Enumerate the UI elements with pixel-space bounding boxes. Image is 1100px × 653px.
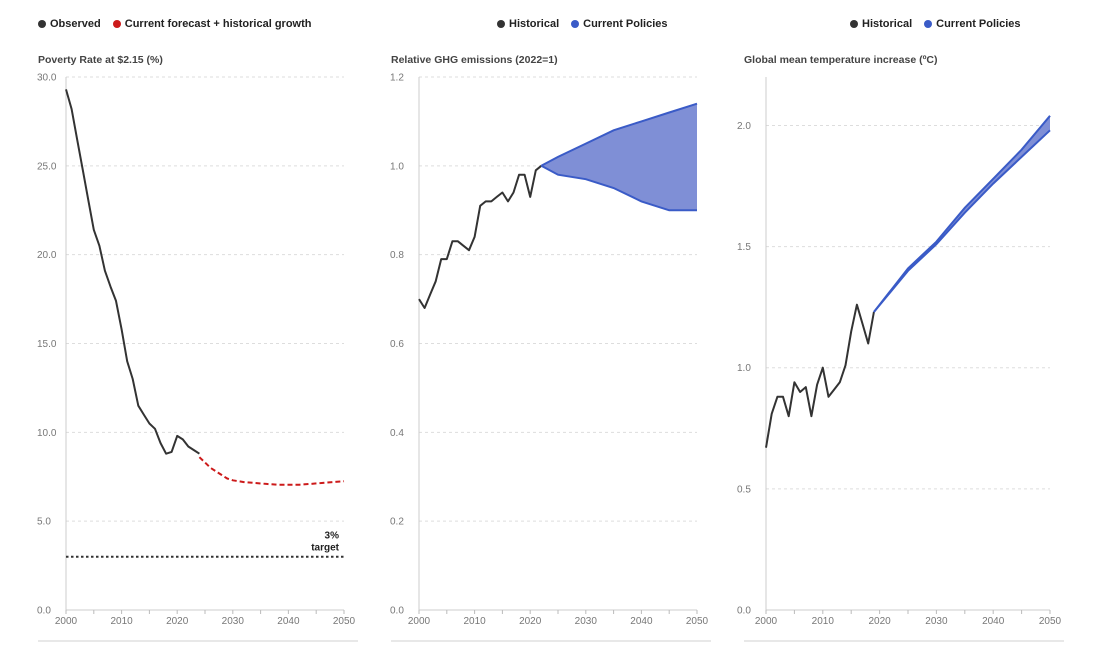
y-tick-label: 0.0 — [37, 606, 51, 617]
legend-label: Current Policies — [583, 18, 668, 30]
legend-item-historical: Historical — [850, 18, 912, 30]
x-tick-label: 2000 — [408, 616, 431, 627]
x-tick-label: 2050 — [686, 616, 709, 627]
y-tick-label: 0.5 — [737, 484, 751, 495]
y-tick-label: 15.0 — [37, 339, 57, 350]
series-band-lower-line — [873, 129, 1051, 313]
x-tick-label: 2010 — [110, 616, 133, 627]
x-tick-label: 2000 — [755, 616, 778, 627]
y-tick-label: 1.0 — [737, 363, 751, 374]
y-tick-label: 30.0 — [37, 73, 57, 84]
x-tick-label: 2040 — [982, 616, 1005, 627]
legend-swatch — [850, 20, 858, 28]
x-tick-label: 2020 — [868, 616, 891, 627]
legend-item-forecast: Current forecast + historical growth — [112, 18, 312, 30]
y-tick-label: 1.2 — [390, 73, 404, 84]
x-tick-label: 2030 — [222, 616, 245, 627]
series-line — [765, 303, 875, 448]
y-tick-label: 0.4 — [390, 428, 404, 439]
y-tick-label: 25.0 — [37, 161, 57, 172]
y-tick-label: 0.2 — [390, 517, 404, 528]
legend-label: Historical — [509, 18, 560, 30]
legend-swatch — [924, 20, 933, 28]
y-tick-label: 0.0 — [737, 606, 751, 617]
legend: Observed Current forecast + historical g… — [38, 18, 311, 30]
legend-label: Current forecast + historical growth — [124, 18, 312, 30]
x-tick-label: 2050 — [1039, 616, 1062, 627]
legend-swatch — [571, 20, 580, 28]
y-tick-label: 0.0 — [390, 606, 404, 617]
x-tick-label: 2040 — [630, 616, 653, 627]
series-band-upper-line — [540, 102, 698, 167]
y-tick-label: 1.5 — [737, 242, 751, 253]
series-band-lower-line — [540, 164, 697, 212]
annotation-label: 3% — [325, 531, 340, 542]
legend-item-current-policies: Current Policies — [924, 18, 1021, 30]
series-line — [198, 456, 345, 486]
y-tick-label: 5.0 — [37, 517, 51, 528]
x-tick-label: 2000 — [55, 616, 78, 627]
legend-item-observed: Observed — [38, 18, 101, 30]
x-tick-label: 2050 — [333, 616, 356, 627]
y-tick-label: 10.0 — [37, 428, 57, 439]
y-tick-label: 0.8 — [390, 250, 404, 261]
x-tick-label: 2040 — [277, 616, 300, 627]
legend: Historical Current Policies — [850, 18, 1021, 30]
legend-label: Observed — [50, 18, 101, 30]
y-tick-label: 20.0 — [37, 250, 57, 261]
series-line — [65, 89, 200, 455]
annotation-label: target — [311, 543, 339, 554]
series-band-area — [873, 115, 1050, 312]
series-band-upper-line — [873, 115, 1051, 313]
x-tick-label: 2010 — [463, 616, 486, 627]
series-line — [418, 165, 542, 309]
x-tick-label: 2020 — [166, 616, 189, 627]
chart-title: Global mean temperature increase (ºC) — [744, 54, 938, 66]
chart-title: Poverty Rate at $2.15 (%) — [38, 54, 163, 66]
chart-title: Relative GHG emissions (2022=1) — [391, 54, 558, 66]
legend-label: Historical — [862, 18, 913, 30]
y-tick-label: 2.0 — [737, 121, 751, 132]
legend: Historical Current Policies — [497, 18, 668, 30]
legend-item-historical: Historical — [497, 18, 559, 30]
legend-label: Current Policies — [936, 18, 1021, 30]
x-tick-label: 2030 — [925, 616, 948, 627]
legend-item-current-policies: Current Policies — [571, 18, 668, 30]
series-band-area — [541, 103, 697, 211]
legend-swatch — [497, 20, 505, 28]
legend-swatch — [112, 20, 121, 28]
y-tick-label: 0.6 — [390, 339, 404, 350]
y-tick-label: 1.0 — [390, 161, 404, 172]
x-tick-label: 2010 — [812, 616, 835, 627]
legend-swatch — [38, 20, 46, 28]
x-tick-label: 2030 — [575, 616, 598, 627]
x-tick-label: 2020 — [519, 616, 542, 627]
